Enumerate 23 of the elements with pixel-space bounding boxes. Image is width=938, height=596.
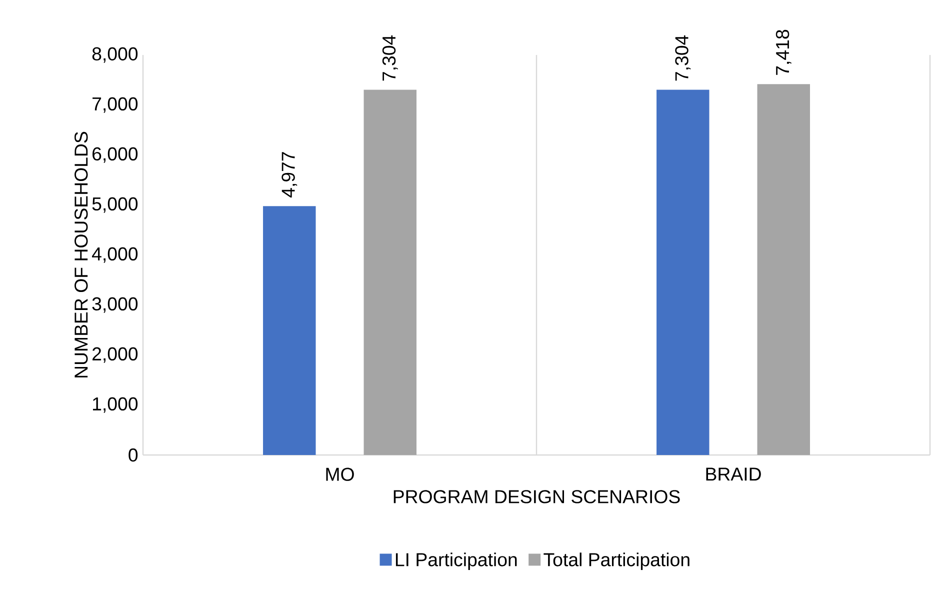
x-tick-label: BRAID bbox=[706, 468, 761, 481]
x-axis-title: PROGRAM DESIGN SCENARIOS bbox=[394, 490, 680, 504]
y-tick-label: 6,000 bbox=[92, 147, 138, 163]
y-tick-label: 8,000 bbox=[92, 47, 138, 63]
legend-label: Total Participation bbox=[544, 552, 690, 570]
bar bbox=[757, 84, 810, 455]
data-label: 4,977 bbox=[282, 152, 298, 198]
bar bbox=[364, 90, 416, 455]
y-tick-label: 7,000 bbox=[92, 97, 138, 113]
y-tick-label: 1,000 bbox=[93, 397, 138, 413]
bar bbox=[263, 206, 316, 455]
x-tick-label: MO bbox=[326, 468, 354, 481]
data-label: 7,304 bbox=[382, 35, 398, 81]
legend-label: LI Participation bbox=[396, 552, 517, 570]
y-axis-title: NUMBER OF HOUSEHOLDS bbox=[74, 132, 88, 378]
y-tick-label: 5,000 bbox=[92, 197, 138, 213]
y-tick-label: 3,000 bbox=[92, 297, 138, 313]
data-label: 7,418 bbox=[776, 30, 792, 75]
data-label: 7,304 bbox=[675, 35, 691, 81]
bar bbox=[656, 90, 710, 455]
y-tick-label: 0 bbox=[128, 448, 138, 462]
y-tick-label: 2,000 bbox=[92, 347, 138, 363]
y-tick-label: 4,000 bbox=[92, 247, 138, 263]
